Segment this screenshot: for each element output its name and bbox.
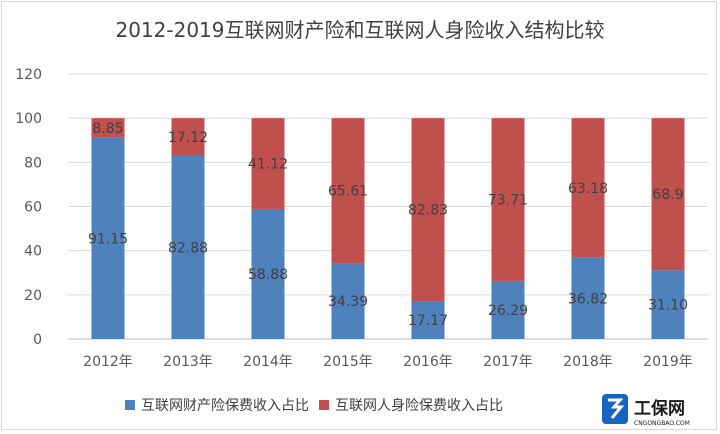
y-tick-label: 120 bbox=[15, 67, 42, 83]
bar-segment bbox=[171, 118, 205, 156]
x-tick-label: 2014年 bbox=[243, 354, 293, 370]
x-tick-label: 2012年 bbox=[83, 354, 133, 370]
x-tick-label: 2018年 bbox=[563, 354, 613, 370]
data-label: 91.15 bbox=[88, 231, 128, 247]
bar-segment bbox=[411, 118, 445, 302]
data-label: 73.71 bbox=[488, 193, 528, 209]
svg-text:工保网: 工保网 bbox=[634, 398, 685, 419]
y-tick-label: 40 bbox=[24, 244, 42, 260]
data-label: 82.83 bbox=[408, 203, 448, 219]
data-label: 65.61 bbox=[328, 184, 368, 200]
bar-segment bbox=[651, 270, 685, 339]
bar-segment bbox=[571, 118, 605, 258]
legend-swatch-life bbox=[319, 400, 329, 410]
legend-label-life: 互联网人身险保费收入占比 bbox=[335, 398, 503, 414]
data-label: 58.88 bbox=[248, 267, 288, 283]
logo-icon: 工保网 CNGONGBAO.COM bbox=[602, 394, 690, 427]
y-tick-label: 20 bbox=[24, 288, 42, 304]
x-tick-label: 2013年 bbox=[163, 354, 213, 370]
data-label: 31.10 bbox=[648, 298, 688, 314]
data-label: 26.29 bbox=[488, 303, 528, 319]
bar-segment bbox=[331, 118, 365, 264]
data-label: 82.88 bbox=[168, 240, 208, 256]
data-label: 34.39 bbox=[328, 294, 368, 310]
y-tick-label: 0 bbox=[33, 332, 42, 348]
bar-segment bbox=[491, 280, 525, 339]
svg-text:CNGONGBAO.COM: CNGONGBAO.COM bbox=[634, 420, 690, 427]
legend-swatch-property bbox=[125, 400, 135, 410]
bar-segment bbox=[171, 155, 205, 339]
bar-segment bbox=[331, 263, 365, 339]
y-tick-label: 100 bbox=[15, 111, 42, 127]
data-label: 36.82 bbox=[568, 291, 608, 307]
bar-segment bbox=[411, 301, 445, 339]
bar-segment bbox=[651, 118, 685, 271]
x-tick-label: 2017年 bbox=[483, 354, 533, 370]
y-tick-label: 60 bbox=[24, 200, 42, 216]
x-tick-label: 2016年 bbox=[403, 354, 453, 370]
bar-segment bbox=[251, 118, 285, 209]
legend-item-life: 互联网人身险保费收入占比 bbox=[319, 395, 503, 415]
data-label: 41.12 bbox=[248, 157, 288, 173]
y-tick-label: 80 bbox=[24, 155, 42, 171]
data-label: 8.85 bbox=[92, 121, 123, 137]
bar-segment bbox=[571, 257, 605, 339]
legend-item-property: 互联网财产险保费收入占比 bbox=[125, 395, 309, 415]
bar-segment bbox=[91, 137, 125, 339]
data-label: 17.17 bbox=[408, 313, 448, 329]
x-tick-label: 2019年 bbox=[643, 354, 693, 370]
legend: 互联网财产险保费收入占比 互联网人身险保费收入占比 bbox=[125, 395, 513, 415]
x-tick-label: 2015年 bbox=[323, 354, 373, 370]
data-label: 63.18 bbox=[568, 181, 608, 197]
chart-title: 2012-2019互联网财产险和互联网人身险收入结构比较 bbox=[115, 18, 605, 42]
watermark-logo: 工保网 CNGONGBAO.COM bbox=[600, 390, 718, 430]
data-label: 68.9 bbox=[652, 187, 683, 203]
legend-label-property: 互联网财产险保费收入占比 bbox=[141, 398, 309, 414]
bar-segment bbox=[491, 118, 525, 281]
bar-segment bbox=[251, 208, 285, 339]
bar-segment bbox=[91, 118, 125, 138]
data-label: 17.12 bbox=[168, 130, 208, 146]
